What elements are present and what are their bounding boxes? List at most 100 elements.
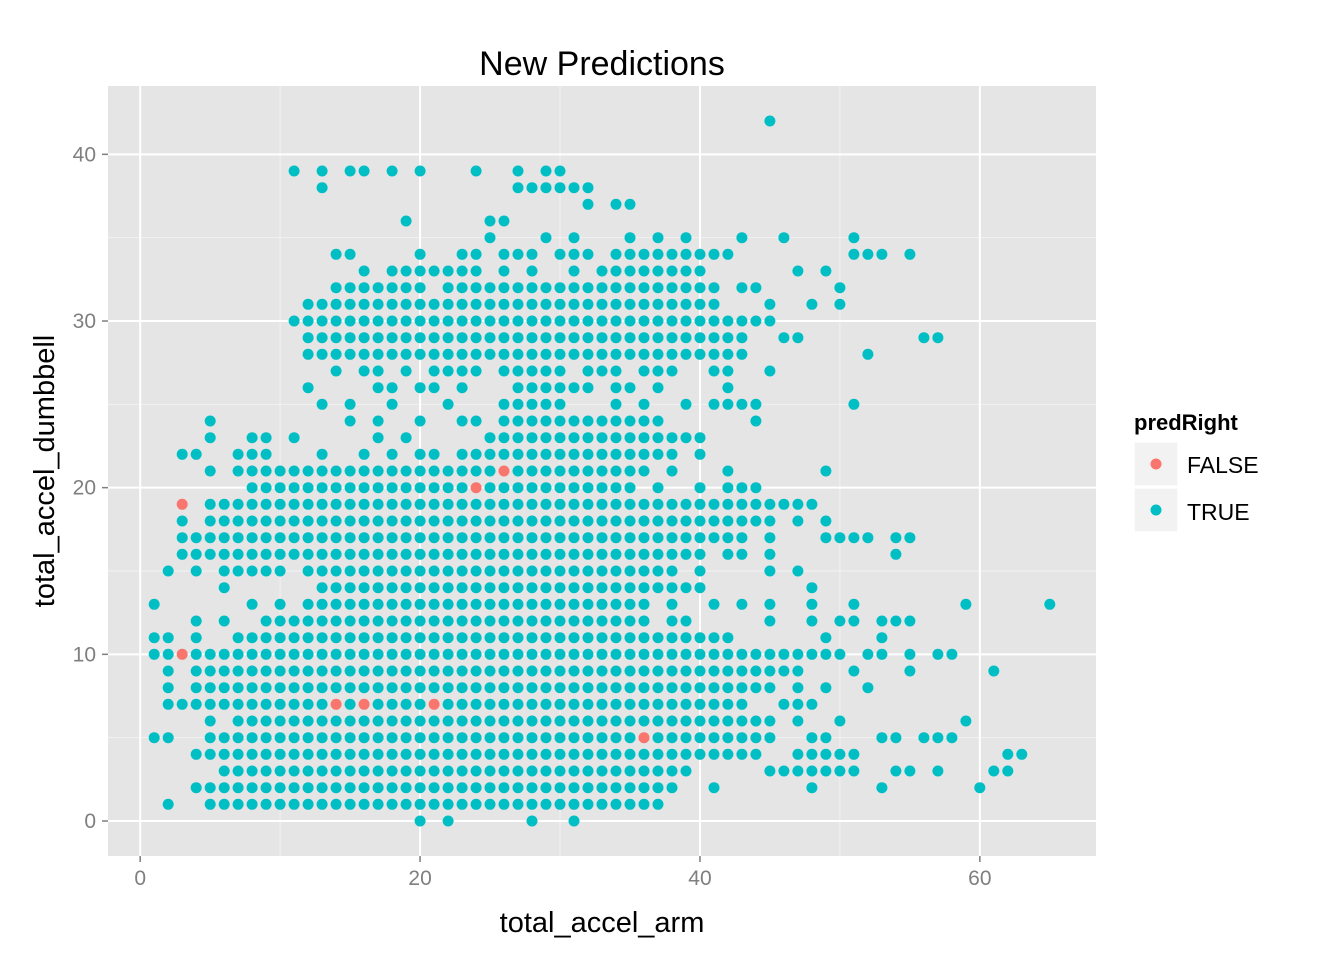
point-true — [596, 698, 608, 710]
point-true — [722, 348, 734, 360]
point-true — [736, 282, 748, 294]
point-true — [638, 565, 650, 577]
point-true — [400, 765, 412, 777]
point-true — [218, 698, 230, 710]
point-true — [442, 598, 454, 610]
point-true — [596, 715, 608, 727]
point-false — [638, 732, 650, 744]
point-true — [596, 615, 608, 627]
point-true — [582, 715, 594, 727]
point-true — [526, 565, 538, 577]
point-true — [624, 432, 636, 444]
point-true — [638, 332, 650, 344]
point-true — [554, 698, 566, 710]
point-true — [708, 748, 720, 760]
point-true — [722, 515, 734, 527]
point-true — [484, 532, 496, 544]
point-true — [568, 598, 580, 610]
point-true — [596, 798, 608, 810]
point-true — [386, 298, 398, 310]
point-true — [428, 265, 440, 277]
point-true — [694, 732, 706, 744]
x-tick-label: 40 — [688, 867, 711, 890]
point-true — [302, 765, 314, 777]
point-true — [638, 698, 650, 710]
point-true — [694, 298, 706, 310]
point-true — [624, 482, 636, 494]
point-true — [372, 348, 384, 360]
point-true — [344, 782, 356, 794]
point-true — [694, 265, 706, 277]
point-true — [708, 598, 720, 610]
point-true — [442, 632, 454, 644]
y-tick-label: 40 — [73, 143, 96, 166]
point-true — [512, 332, 524, 344]
point-true — [372, 332, 384, 344]
point-true — [652, 482, 664, 494]
point-true — [470, 298, 482, 310]
point-true — [680, 548, 692, 560]
point-true — [806, 732, 818, 744]
point-true — [540, 365, 552, 377]
point-true — [526, 182, 538, 194]
point-true — [512, 298, 524, 310]
point-true — [554, 648, 566, 660]
point-true — [512, 515, 524, 527]
point-true — [358, 732, 370, 744]
point-true — [708, 515, 720, 527]
point-true — [428, 565, 440, 577]
point-true — [624, 298, 636, 310]
point-true — [540, 332, 552, 344]
point-true — [470, 448, 482, 460]
point-true — [372, 415, 384, 427]
point-true — [778, 698, 790, 710]
point-true — [274, 465, 286, 477]
point-true — [414, 815, 426, 827]
point-true — [484, 282, 496, 294]
point-true — [722, 532, 734, 544]
point-false — [358, 698, 370, 710]
point-true — [442, 698, 454, 710]
point-true — [246, 682, 258, 694]
point-true — [540, 465, 552, 477]
point-true — [456, 632, 468, 644]
point-true — [876, 248, 888, 260]
point-true — [834, 765, 846, 777]
point-true — [386, 498, 398, 510]
point-true — [414, 765, 426, 777]
point-true — [890, 548, 902, 560]
point-true — [484, 632, 496, 644]
point-true — [652, 248, 664, 260]
point-true — [792, 565, 804, 577]
point-true — [680, 748, 692, 760]
point-true — [442, 315, 454, 327]
point-true — [834, 748, 846, 760]
point-true — [554, 765, 566, 777]
point-true — [596, 565, 608, 577]
point-true — [540, 415, 552, 427]
point-true — [218, 615, 230, 627]
point-true — [862, 348, 874, 360]
point-true — [498, 782, 510, 794]
point-true — [190, 698, 202, 710]
point-true — [764, 498, 776, 510]
point-true — [218, 665, 230, 677]
point-true — [330, 765, 342, 777]
point-true — [288, 632, 300, 644]
point-true — [148, 732, 160, 744]
point-true — [806, 765, 818, 777]
point-true — [316, 548, 328, 560]
point-true — [568, 448, 580, 460]
point-true — [246, 782, 258, 794]
point-true — [428, 498, 440, 510]
point-true — [484, 732, 496, 744]
point-true — [232, 748, 244, 760]
point-true — [316, 648, 328, 660]
point-true — [806, 782, 818, 794]
point-true — [302, 298, 314, 310]
point-true — [708, 532, 720, 544]
point-true — [288, 515, 300, 527]
point-true — [344, 315, 356, 327]
point-true — [512, 648, 524, 660]
point-true — [554, 332, 566, 344]
